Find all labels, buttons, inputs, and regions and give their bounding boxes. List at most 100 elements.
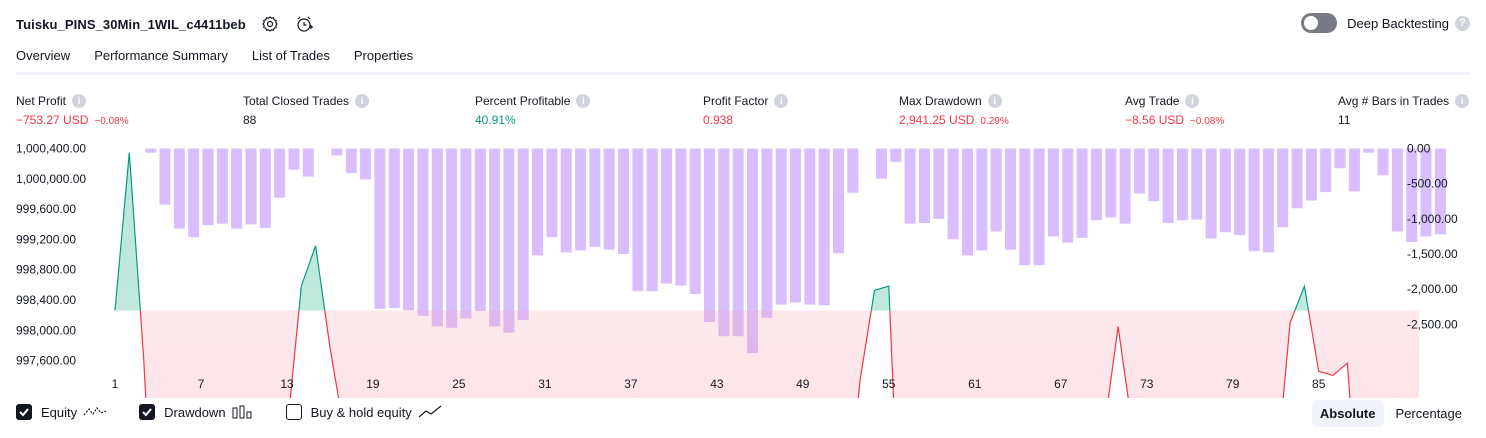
x-axis-tick: 25 [452, 377, 466, 391]
drawdown-bar [575, 149, 586, 251]
deep-backtesting-toggle[interactable] [1301, 13, 1337, 33]
metric-value: −8.56 USD [1125, 113, 1184, 127]
drawdown-bar [690, 149, 701, 295]
tab-list-of-trades[interactable]: List of Trades [252, 48, 330, 75]
drawdown-bar [546, 149, 557, 238]
x-axis-tick: 67 [1054, 377, 1068, 391]
strategy-header: Tuisku_PINS_30Min_1WIL_c4411beb [16, 14, 314, 34]
drawdown-bar [948, 149, 959, 240]
left-axis-tick: 1,000,000.00 [16, 172, 86, 186]
left-axis-tick: 998,400.00 [16, 293, 76, 307]
x-axis-tick: 31 [538, 377, 552, 391]
left-axis-tick: 999,600.00 [16, 202, 76, 216]
checkbox-checked-icon[interactable] [139, 404, 155, 420]
drawdown-bar [475, 149, 486, 311]
drawdown-bar [260, 149, 271, 228]
legend-buy-hold-equity[interactable]: Buy & hold equity [286, 404, 442, 420]
drawdown-bar [819, 149, 830, 306]
metric-label: Percent Profitable [475, 94, 570, 108]
drawdown-bar [933, 149, 944, 219]
drawdown-bar [1378, 149, 1389, 176]
drawdown-bar [518, 149, 529, 321]
drawdown-bar [976, 149, 987, 251]
right-axis-tick: 0.00 [1407, 142, 1431, 156]
legend-equity[interactable]: Equity [16, 404, 107, 420]
metric-percent-profitable: Percent Profitable i 40.91% [475, 94, 590, 127]
drawdown-bar [432, 149, 443, 327]
drawdown-bar [446, 149, 457, 328]
metric-percent: 0.29% [980, 116, 1008, 127]
info-icon[interactable]: i [72, 94, 86, 108]
legend-drawdown[interactable]: Drawdown [139, 404, 253, 420]
drawdown-bar [160, 149, 171, 205]
metric-value: 0.938 [703, 113, 733, 127]
drawdown-bar [331, 149, 342, 156]
x-axis-tick: 55 [882, 377, 896, 391]
drawdown-bar [604, 149, 615, 250]
right-axis-tick: -2,000.00 [1407, 282, 1458, 296]
info-icon[interactable]: i [774, 94, 788, 108]
metric-value: 2,941.25 USD [899, 113, 974, 127]
drawdown-bar [1277, 149, 1288, 228]
drawdown-bar [374, 149, 385, 309]
info-icon[interactable]: i [1455, 94, 1469, 108]
x-axis-tick: 1 [112, 377, 119, 391]
drawdown-bar [1249, 149, 1260, 252]
x-axis-tick: 13 [280, 377, 294, 391]
metric-label: Avg Trade [1125, 94, 1179, 108]
info-icon[interactable]: i [355, 94, 369, 108]
x-axis-tick: 61 [968, 377, 982, 391]
drawdown-bar [675, 149, 686, 286]
drawdown-bar [1320, 149, 1331, 193]
drawdown-bar [847, 149, 858, 193]
gear-icon[interactable] [260, 14, 280, 34]
legend-label: Drawdown [164, 405, 225, 420]
equity-drawdown-chart[interactable]: 1,000,400.00 1,000,000.00 999,600.00 999,20… [0, 138, 1486, 398]
metric-value: 40.91% [475, 113, 516, 127]
checkbox-checked-icon[interactable] [16, 404, 32, 420]
drawdown-bar [1034, 149, 1045, 266]
drawdown-bar [962, 149, 973, 256]
drawdown-bar [1220, 149, 1231, 233]
tab-overview[interactable]: Overview [16, 48, 70, 75]
drawdown-bar [1263, 149, 1274, 253]
equity-line-icon [83, 405, 107, 419]
drawdown-bar [1292, 149, 1303, 209]
left-axis-tick: 999,200.00 [16, 232, 76, 246]
deep-backtesting-label: Deep Backtesting [1347, 16, 1449, 31]
tab-properties[interactable]: Properties [354, 48, 413, 75]
drawdown-bar [346, 149, 357, 174]
drawdown-bar [1077, 149, 1088, 238]
info-icon[interactable]: i [988, 94, 1002, 108]
drawdown-bar [174, 149, 185, 229]
drawdown-bar [1134, 149, 1145, 194]
drawdown-bar [1062, 149, 1073, 243]
drawdown-bar [1191, 149, 1202, 220]
drawdown-bar [776, 149, 787, 305]
mode-absolute-button[interactable]: Absolute [1312, 400, 1384, 427]
drawdown-bar [1349, 149, 1360, 192]
metric-value: −753.27 USD [16, 113, 88, 127]
help-icon[interactable]: ? [1455, 16, 1470, 31]
info-icon[interactable]: i [1185, 94, 1199, 108]
drawdown-bar [833, 149, 844, 254]
drawdown-bar [790, 149, 801, 303]
tab-performance-summary[interactable]: Performance Summary [94, 48, 228, 75]
metric-percent: −0.08% [94, 116, 128, 127]
drawdown-bar [1005, 149, 1016, 250]
x-axis-tick: 19 [366, 377, 380, 391]
mode-percentage-button[interactable]: Percentage [1388, 400, 1471, 427]
drawdown-bar [1163, 149, 1174, 224]
chart-legend: Equity Drawdown Buy & hold equity [16, 404, 474, 420]
drawdown-bar [1048, 149, 1059, 237]
drawdown-bar [1306, 149, 1317, 201]
strategy-name: Tuisku_PINS_30Min_1WIL_c4411beb [16, 17, 246, 32]
info-icon[interactable]: i [576, 94, 590, 108]
drawdown-bar [417, 149, 428, 316]
drawdown-bars-icon [232, 405, 254, 419]
alarm-clock-plus-icon[interactable] [294, 14, 314, 34]
metric-avg-bars-in-trades: Avg # Bars in Trades i 11 [1338, 94, 1469, 127]
checkbox-unchecked-icon[interactable] [286, 404, 302, 420]
right-axis-tick: -1,000.00 [1407, 212, 1458, 226]
drawdown-bar [1406, 149, 1417, 243]
